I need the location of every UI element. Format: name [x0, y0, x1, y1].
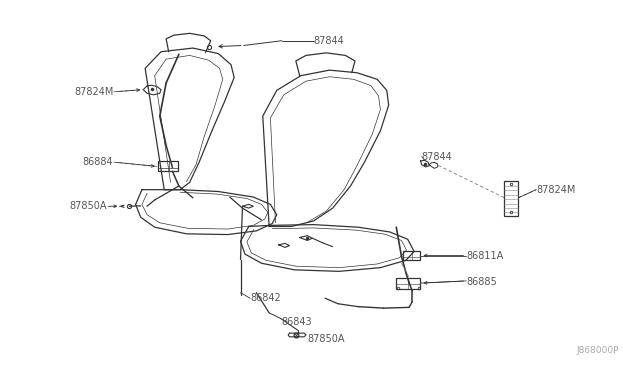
Text: 87844: 87844: [422, 151, 452, 161]
Bar: [158, 161, 178, 171]
Bar: [396, 278, 420, 289]
Text: 86842: 86842: [250, 293, 281, 303]
Text: 86884: 86884: [83, 157, 113, 167]
Text: J868000P: J868000P: [577, 346, 619, 355]
Bar: [504, 181, 518, 216]
Text: 86885: 86885: [467, 277, 497, 287]
Text: 87850A: 87850A: [70, 201, 107, 211]
Text: 87824M: 87824M: [536, 185, 575, 195]
Text: 86843: 86843: [282, 317, 312, 327]
Bar: [403, 251, 420, 260]
Text: 87824M: 87824M: [74, 87, 113, 97]
Text: 87850A: 87850A: [307, 334, 345, 344]
Text: 87844: 87844: [314, 36, 344, 46]
Text: 86811A: 86811A: [467, 251, 504, 261]
